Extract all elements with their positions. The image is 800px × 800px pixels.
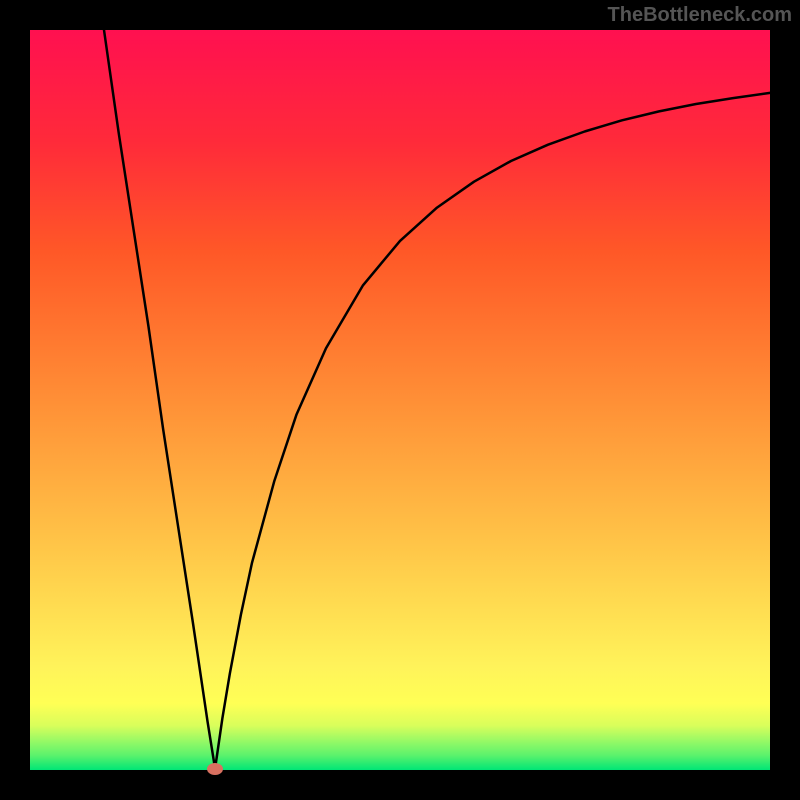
minimum-marker bbox=[207, 763, 223, 775]
plot-area bbox=[30, 30, 770, 770]
watermark-text: TheBottleneck.com bbox=[608, 4, 792, 27]
bottleneck-curve bbox=[104, 30, 770, 769]
curve-layer bbox=[30, 30, 770, 770]
